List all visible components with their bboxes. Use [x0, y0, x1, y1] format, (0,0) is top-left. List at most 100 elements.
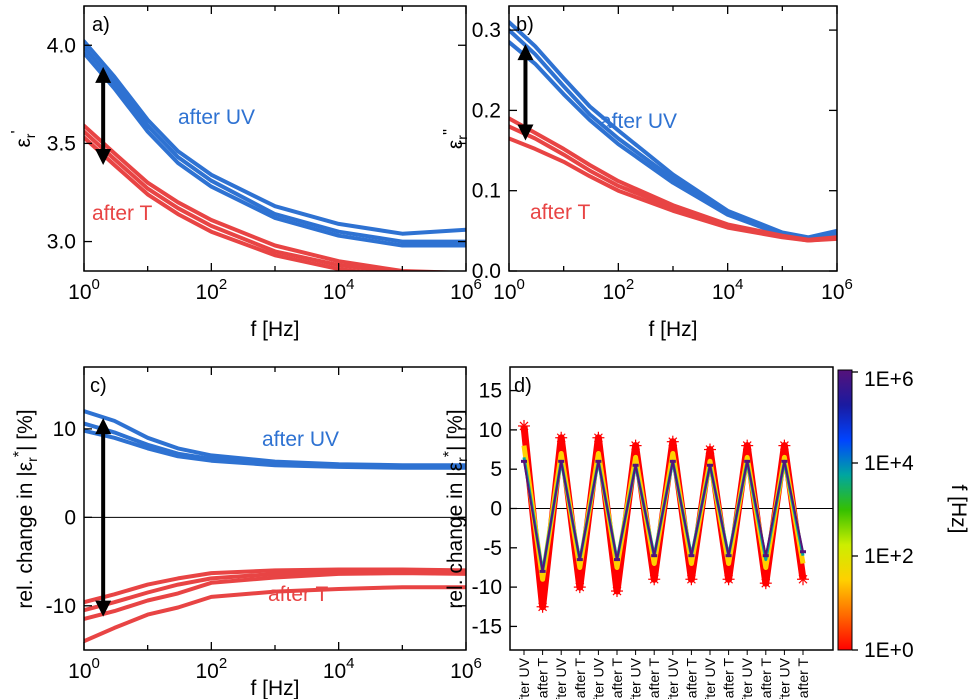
panel-d-category-label: after UV	[702, 657, 718, 699]
panel-d-ytick-label: 0	[490, 498, 502, 521]
panel-b-xtick-label: 104	[712, 276, 744, 304]
panel-a-ticks: 100 102 104 106 3.0 3.5 4.0	[47, 6, 482, 304]
panel-b-ytick-label: 0.3	[472, 19, 501, 42]
panel-a-annotation-t: after T	[92, 202, 152, 225]
panel-d-point-high	[614, 558, 620, 562]
panel-d-point-high	[651, 554, 658, 558]
panel-d-point-high	[669, 459, 676, 463]
panel-c-series-uv-2	[84, 428, 466, 470]
panel-d-category-label: after T	[758, 658, 774, 699]
panel-a-ytick-label: 3.0	[47, 231, 76, 254]
panel-b-arrow-head-down	[517, 124, 534, 141]
panel-a-xtick-label: 102	[195, 276, 227, 304]
panel-b-annotation-t: after T	[530, 201, 590, 224]
panel-d-series-3	[523, 460, 804, 573]
panel-d-marker	[685, 573, 698, 586]
panel-a-series-t-3	[84, 123, 466, 271]
panel-d-category-label: after UV	[739, 657, 755, 699]
panel-d-point-high	[800, 550, 806, 554]
panel-b-ytick-label: 0.0	[472, 260, 501, 283]
panel-d-marker	[592, 431, 605, 444]
panel-d-marker	[741, 439, 754, 452]
colorbar-ticks: 1E+0 1E+2 1E+4 1E+6	[852, 368, 914, 662]
panel-d-label: d)	[514, 375, 532, 397]
panel-d-category-label: after T	[683, 658, 699, 699]
panel-d-marker	[629, 439, 642, 452]
panel-d-marker	[778, 439, 791, 452]
panel-d-category-label: after UV	[776, 657, 792, 699]
panel-d-category-label: after UV	[553, 657, 569, 699]
panel-d-category-label: after T	[609, 658, 625, 699]
panel-d-category-label: after UV	[665, 657, 681, 699]
panel-d-ytick-label: 10	[479, 419, 502, 442]
panel-d-category-label: after T	[721, 658, 737, 699]
panel-b-xtick-label: 102	[602, 276, 634, 304]
colorbar-tick-label: 1E+6	[864, 368, 914, 391]
panel-b-annotation-uv: after UV	[600, 110, 677, 133]
panel-d-marker	[648, 573, 661, 586]
panel-d-category-label: after T	[646, 658, 662, 699]
panel-b-xtick-label: 106	[821, 276, 853, 304]
panel-c-xtick-label: 100	[68, 655, 100, 683]
panel-c-xtick-label: 102	[195, 655, 227, 683]
panel-d-point-high	[595, 459, 602, 463]
panel-a-xtick-label: 104	[323, 276, 355, 304]
panel-b-ytick-label: 0.2	[472, 99, 501, 122]
panel-c-frame	[83, 366, 467, 651]
panel-c-series-t-5	[84, 571, 466, 621]
panel-a-arrow-head-down	[95, 149, 112, 166]
panel-b-arrow-head-up	[517, 44, 534, 61]
panel-d-category-label: after UV	[590, 657, 606, 699]
colorbar-tick-label: 1E+2	[864, 545, 914, 568]
panel-d-point-high	[744, 459, 751, 463]
panel-a-xtick-label: 106	[450, 276, 482, 304]
panel-b-xtick-label: 100	[493, 276, 525, 304]
colorbar-tick-label: 1E+4	[864, 452, 914, 475]
panel-d-ytick-label: 5	[490, 458, 502, 481]
panel-a-xtick-label: 100	[68, 276, 100, 304]
panel-a-ytick-label: 3.5	[47, 132, 76, 155]
panel-d-marker	[573, 581, 586, 594]
panel-d-marker	[518, 419, 530, 432]
panel-c-ytick-label: 0	[64, 506, 76, 529]
panel-c-annotation-t: after T	[268, 583, 328, 606]
panel-a-series-t-5	[84, 135, 372, 271]
panel-c: 100 102 104 106 -10 0 10 c) after UV after T f…	[11, 366, 482, 699]
panel-a-label: a)	[92, 14, 110, 36]
panel-c-ticks: 100 102 104 106 -10 0 10	[46, 367, 482, 683]
panel-d-marker	[759, 577, 772, 590]
panel-a-ylabel: εr'	[9, 130, 38, 147]
colorbar-tick-label: 1E+0	[864, 639, 914, 662]
panel-b-series-t-5	[509, 136, 837, 243]
panel-b-ytick-label: 0.1	[472, 180, 501, 203]
panel-d-point-high	[725, 554, 732, 558]
panel-c-lines	[84, 409, 466, 644]
panel-a-series-uv-2	[84, 51, 466, 248]
colorbar-scale	[837, 369, 853, 651]
panel-d-ytick-label: -15	[472, 615, 502, 638]
panel-d-marker	[666, 435, 679, 448]
panel-d-ylabel: rel. change in |εr*| [%]	[441, 409, 470, 608]
panel-a-lines	[84, 39, 466, 271]
panel-a-annotation-uv: after UV	[178, 106, 255, 129]
panel-c-arrow-head-down	[95, 600, 112, 617]
panel-d-point-high	[558, 459, 565, 463]
panel-c-series-t-3	[84, 567, 466, 605]
panel-a-arrow-head-up	[95, 66, 112, 83]
panel-d-point-high	[707, 463, 713, 467]
panel-d-point-high	[521, 459, 527, 463]
panel-c-xlabel: f [Hz]	[250, 677, 299, 699]
panel-b-frame	[508, 5, 838, 272]
panel-c-ylabel: rel. change in |εr*| [%]	[11, 409, 40, 608]
panel-a-frame	[83, 5, 467, 272]
panel-a-ytick-label: 4.0	[47, 34, 76, 57]
panel-d-marker	[611, 585, 623, 598]
panel-b-ticks: 100 102 104 106 0.0 0.1 0.2 0.3	[472, 6, 853, 304]
panel-a-series-uv-0	[84, 39, 466, 236]
panel-d-ytick-label: 15	[479, 380, 502, 403]
panel-d-marker	[722, 573, 735, 586]
